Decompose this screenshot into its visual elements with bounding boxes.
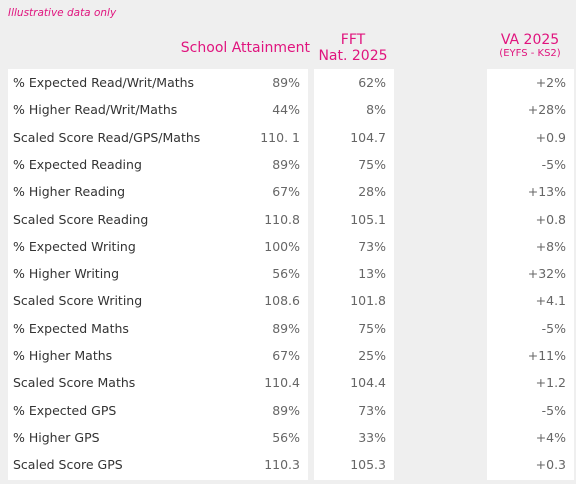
- school-value: 110.8: [264, 211, 300, 227]
- value-added-value: +2%: [535, 75, 566, 90]
- school-value: 89%: [272, 75, 300, 90]
- metric-label: % Higher Writing: [13, 266, 120, 282]
- fft-national-value: 8%: [366, 102, 386, 118]
- fft-national-value: 73%: [358, 238, 386, 254]
- school-value: 89%: [272, 320, 300, 336]
- value-added-value: +8%: [535, 238, 566, 254]
- school-attainment-panel: % Expected Read/Writ/Maths 89% % Higher Re…: [8, 69, 308, 480]
- table-row: Scaled Score Reading 110.8: [8, 206, 308, 233]
- value-added-value: -5%: [541, 320, 566, 336]
- school-value: 100%: [264, 238, 300, 254]
- school-value: 110.3: [264, 457, 300, 473]
- metric-label: Scaled Score Reading: [13, 211, 149, 227]
- table-row: % Expected Writing 100%: [8, 233, 308, 260]
- fft-national-value: 75%: [358, 156, 386, 172]
- metric-label: % Expected GPS: [13, 402, 117, 418]
- value-added-value: -5%: [541, 156, 566, 172]
- value-added-value: +13%: [527, 184, 566, 200]
- fft-national-header: FFT Nat. 2025: [312, 32, 394, 64]
- table-row: Scaled Score Writing 108.6: [8, 287, 308, 314]
- value-added-value: +1.2: [535, 375, 566, 391]
- school-value: 108.6: [264, 293, 300, 309]
- value-added-value: +0.3: [535, 457, 566, 473]
- school-value: 89%: [272, 402, 300, 418]
- school-value: 110.4: [264, 375, 300, 391]
- table-row: Scaled Score Maths 110.4: [8, 369, 308, 396]
- school-value: 89%: [272, 156, 300, 172]
- school-value: 56%: [272, 429, 300, 445]
- fft-header-line2: Nat. 2025: [318, 48, 388, 64]
- va-header-line1: VA 2025: [500, 32, 560, 48]
- metric-label: Scaled Score Maths: [13, 375, 136, 391]
- metric-label: % Higher Maths: [13, 348, 113, 363]
- value-added-value: +11%: [527, 348, 566, 363]
- table-row: % Higher Writing 56%: [8, 260, 308, 287]
- value-added-header: VA 2025 (EYFS - KS2): [486, 32, 574, 60]
- metric-label: % Higher GPS: [13, 429, 100, 445]
- table-row: Scaled Score Read/GPS/Maths 110. 1: [8, 124, 308, 151]
- value-added-value: +4%: [535, 429, 566, 445]
- fft-national-value: 73%: [358, 402, 386, 418]
- table-row: % Higher Reading 67%: [8, 178, 308, 205]
- school-value: 56%: [272, 266, 300, 282]
- school-value: 110. 1: [260, 129, 300, 145]
- metric-label: Scaled Score GPS: [13, 457, 123, 473]
- metric-label: Scaled Score Read/GPS/Maths: [13, 129, 201, 145]
- fft-national-panel: 62% 8% 104.7 75% 28% 105.1 73% 13% 101.8 75% 25% 10…: [314, 69, 394, 480]
- fft-national-value: 104.4: [350, 375, 386, 391]
- school-attainment-header: School Attainment: [180, 40, 310, 56]
- fft-national-value: 75%: [358, 320, 386, 336]
- metric-label: Scaled Score Writing: [13, 293, 143, 309]
- fft-national-value: 62%: [358, 75, 386, 90]
- fft-national-value: 105.1: [350, 211, 386, 227]
- va-header-line2: (EYFS - KS2): [499, 48, 561, 59]
- fft-national-value: 104.7: [350, 129, 386, 145]
- table-row: % Expected Maths 89%: [8, 315, 308, 342]
- illustrative-note: Illustrative data only: [8, 7, 117, 19]
- table-row: % Expected Reading 89%: [8, 151, 308, 178]
- metric-label: % Expected Maths: [13, 320, 129, 336]
- table-row: % Higher Maths 67%: [8, 342, 308, 369]
- value-added-value: +4.1: [535, 293, 566, 309]
- table-row: % Expected Read/Writ/Maths 89%: [8, 69, 308, 96]
- table-row: % Expected GPS 89%: [8, 397, 308, 424]
- fft-national-value: 25%: [358, 348, 386, 363]
- table-row: Scaled Score GPS 110.3: [8, 451, 308, 478]
- value-added-value: +0.9: [535, 129, 566, 145]
- fft-national-value: 13%: [358, 266, 386, 282]
- school-value: 67%: [272, 184, 300, 200]
- metric-label: % Higher Reading: [13, 184, 126, 200]
- metric-label: % Higher Read/Writ/Maths: [13, 102, 178, 118]
- value-added-value: -5%: [541, 402, 566, 418]
- table-row: % Higher GPS 56%: [8, 424, 308, 451]
- fft-header-line1: FFT: [340, 32, 366, 48]
- school-value: 44%: [272, 102, 300, 118]
- fft-national-value: 101.8: [350, 293, 386, 309]
- value-added-value: +32%: [527, 266, 566, 282]
- value-added-value: +0.8: [535, 211, 566, 227]
- fft-national-value: 33%: [358, 429, 386, 445]
- metric-label: % Expected Reading: [13, 156, 142, 172]
- fft-national-value: 105.3: [350, 457, 386, 473]
- value-added-value: +28%: [527, 102, 566, 118]
- metric-label: % Expected Read/Writ/Maths: [13, 75, 195, 90]
- fft-national-value: 28%: [358, 184, 386, 200]
- value-added-panel: +2% +28% +0.9 -5% +13% +0.8 +8% +32% +4.1 -5% +11%…: [487, 69, 574, 480]
- metric-label: % Expected Writing: [13, 238, 136, 254]
- table-row: % Higher Read/Writ/Maths 44%: [8, 96, 308, 123]
- school-value: 67%: [272, 348, 300, 363]
